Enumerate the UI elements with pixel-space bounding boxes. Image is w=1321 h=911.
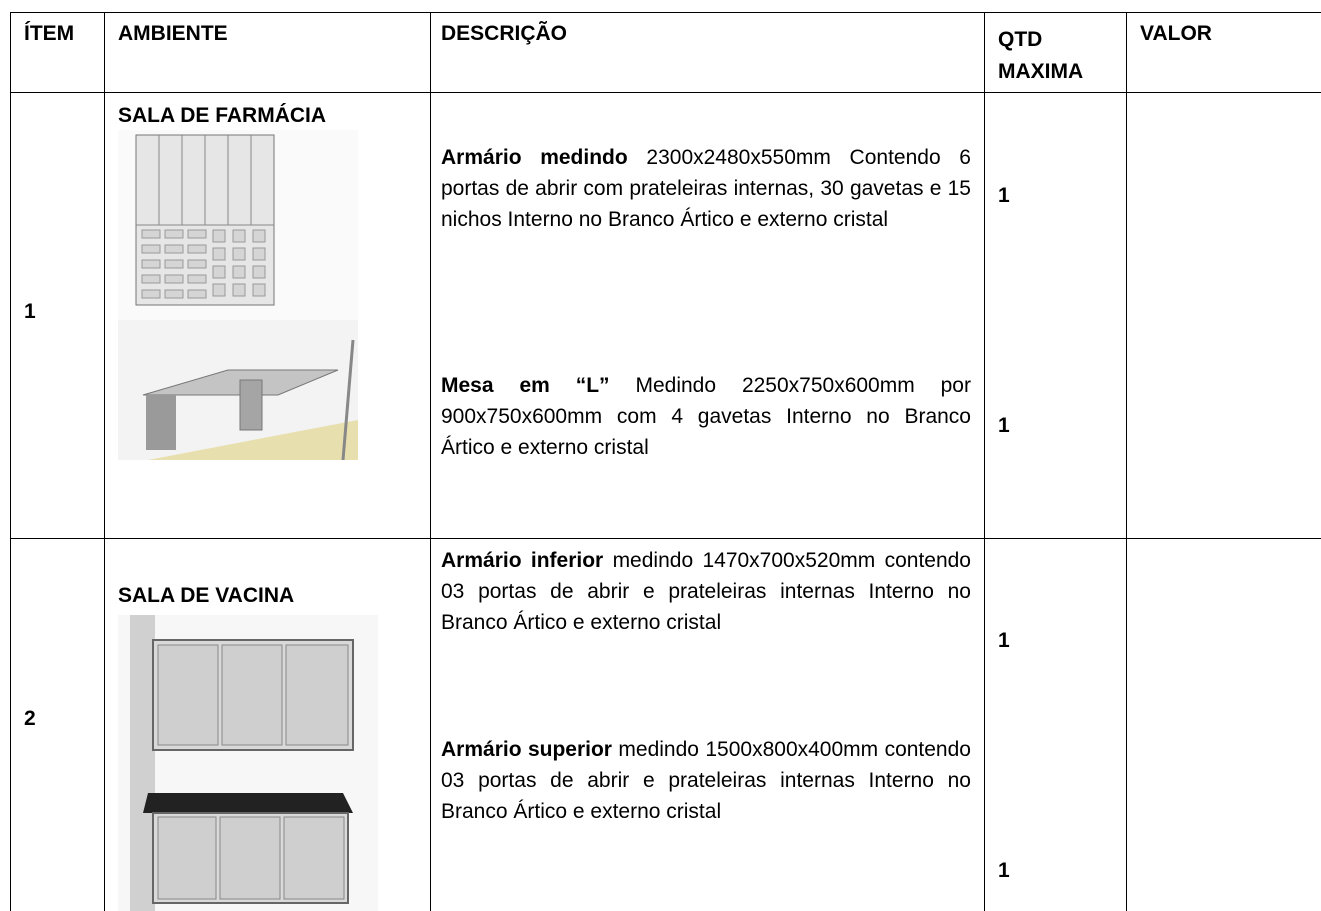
- border: [10, 538, 1321, 539]
- description: Armário medindo 2300x2480x550mm Contendo…: [441, 142, 971, 235]
- header: QTD MAXIMA: [998, 28, 1084, 83]
- header: AMBIENTE: [118, 22, 228, 45]
- description: Mesa em “L” Medindo 2250x750x600mm por 9…: [441, 370, 971, 463]
- ambiente: SALA DE VACINA: [118, 584, 295, 607]
- description-bold: Armário inferior: [441, 549, 604, 572]
- description: Armário superior medindo 1500x800x400mm …: [441, 734, 971, 827]
- border: [984, 12, 985, 911]
- header: DESCRIÇÃO: [441, 22, 568, 45]
- border: [10, 12, 1321, 13]
- cabinet-image: [118, 615, 378, 911]
- item-number: 1: [24, 300, 36, 323]
- header: ÍTEM: [24, 22, 75, 45]
- description-text: medindo 1500x800x400mm contendo 03 porta…: [441, 738, 971, 823]
- description: Armário inferior medindo 1470x700x520mm …: [441, 545, 971, 638]
- description-text: Medindo 2250x750x600mm por 900x750x600mm…: [441, 374, 971, 459]
- qty: 1: [998, 859, 1010, 882]
- ambiente: SALA DE FARMÁCIA: [118, 104, 327, 127]
- border: [430, 12, 431, 911]
- border: [104, 12, 105, 911]
- border: [1126, 12, 1127, 911]
- item-number: 2: [24, 707, 36, 730]
- qty: 1: [998, 414, 1010, 437]
- description-text: medindo 1470x700x520mm contendo 03 porta…: [441, 549, 971, 634]
- description-bold: Mesa em “L”: [441, 374, 610, 397]
- description-bold: Armário superior: [441, 738, 612, 761]
- cabinet-image: [118, 130, 358, 460]
- border: [10, 92, 1321, 93]
- description-text: 2300x2480x550mm Contendo 6 portas de abr…: [441, 146, 971, 231]
- header: VALOR: [1140, 22, 1212, 45]
- border: [10, 12, 11, 911]
- qty: 1: [998, 184, 1010, 207]
- description-bold: Armário medindo: [441, 146, 628, 169]
- qty: 1: [998, 629, 1010, 652]
